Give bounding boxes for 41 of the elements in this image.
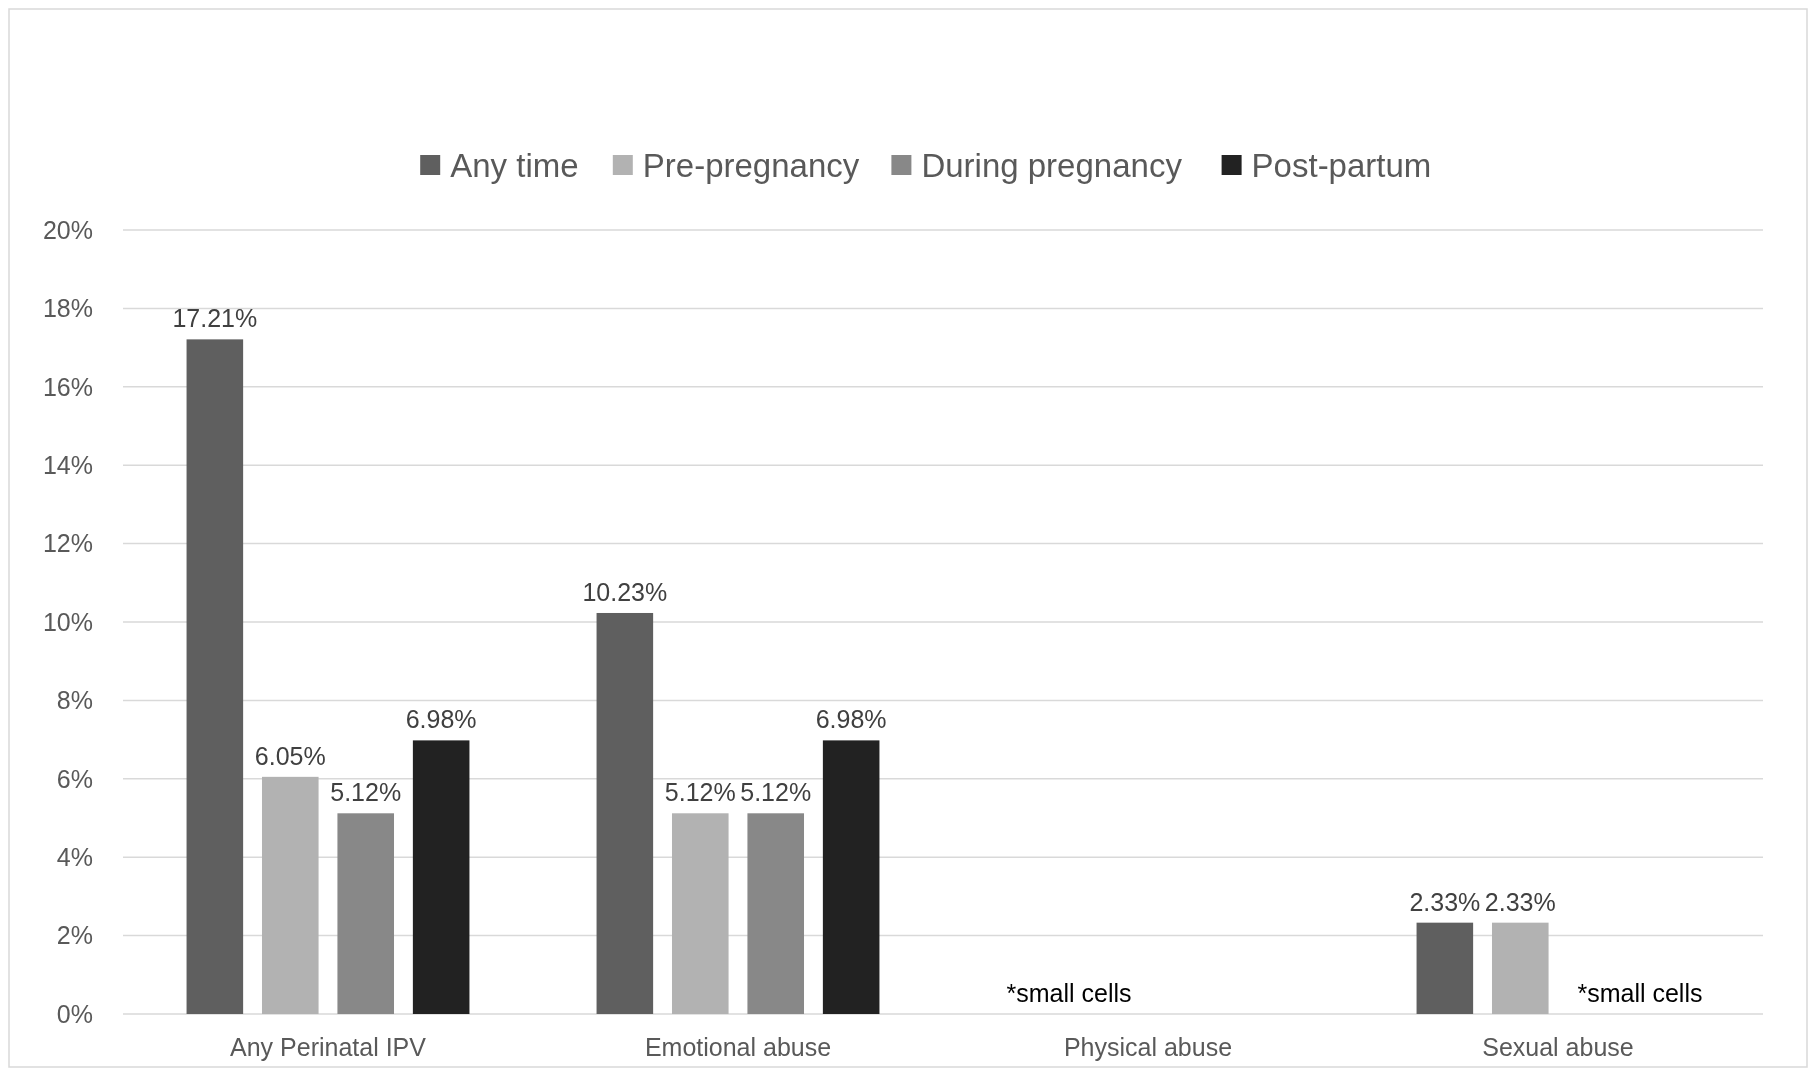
bar xyxy=(596,612,654,1014)
y-tick-label: 14% xyxy=(42,450,93,479)
bar xyxy=(671,813,729,1014)
y-tick-label: 10% xyxy=(42,607,93,636)
data-label: 2.33% xyxy=(1409,887,1481,916)
data-label: 2.33% xyxy=(1484,887,1556,916)
bar xyxy=(1416,922,1474,1014)
data-label: 5.12% xyxy=(664,778,736,807)
y-tick-label: 12% xyxy=(42,529,93,558)
legend-label: Pre-pregnancy xyxy=(642,146,860,184)
annotation: *small cells xyxy=(1577,979,1703,1007)
data-label: 10.23% xyxy=(582,577,668,606)
bar xyxy=(747,813,805,1014)
x-tick-label: Sexual abuse xyxy=(1482,1033,1634,1061)
bar xyxy=(337,813,395,1014)
data-label: 5.12% xyxy=(330,778,402,807)
y-tick-label: 8% xyxy=(56,686,93,715)
legend-label: Any time xyxy=(450,146,579,184)
data-label: 6.98% xyxy=(405,705,477,734)
annotation: *small cells xyxy=(1006,979,1132,1007)
data-label: 6.98% xyxy=(815,705,887,734)
x-tick-label: Any Perinatal IPV xyxy=(230,1033,427,1061)
legend-label: Post-partum xyxy=(1251,146,1432,184)
data-label: 5.12% xyxy=(740,778,812,807)
y-tick-label: 4% xyxy=(56,842,93,871)
x-tick-label: Emotional abuse xyxy=(644,1033,832,1061)
data-label: 6.05% xyxy=(254,741,326,770)
bar xyxy=(822,740,880,1014)
bar xyxy=(412,740,470,1014)
y-tick-label: 2% xyxy=(56,921,93,950)
y-tick-label: 16% xyxy=(42,372,93,401)
legend-label: During pregnancy xyxy=(921,146,1183,184)
y-tick-label: 0% xyxy=(56,999,93,1028)
bar xyxy=(1491,922,1549,1014)
y-tick-label: 20% xyxy=(42,215,93,244)
bar xyxy=(261,776,319,1014)
data-label: 17.21% xyxy=(172,304,258,333)
y-tick-label: 6% xyxy=(56,764,93,793)
y-tick-label: 18% xyxy=(42,294,93,323)
x-tick-label: Physical abuse xyxy=(1063,1033,1233,1061)
bar xyxy=(186,339,244,1014)
